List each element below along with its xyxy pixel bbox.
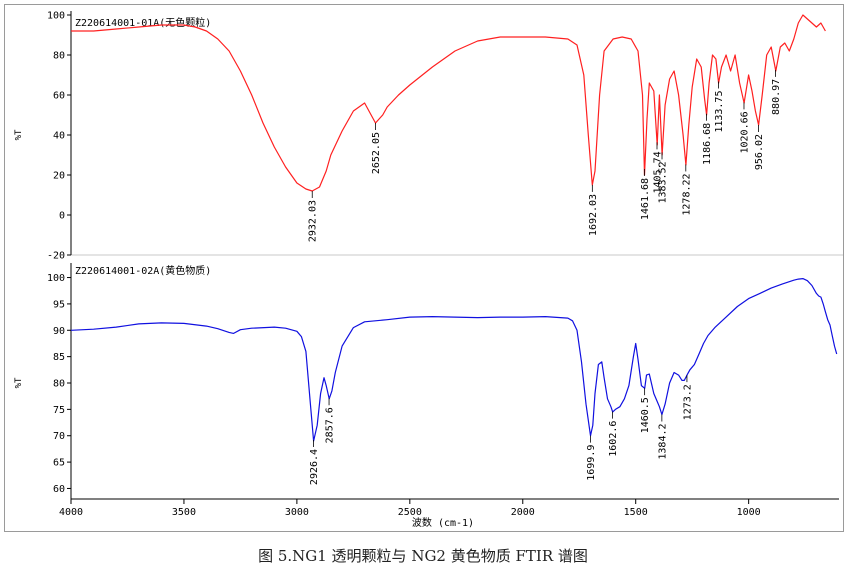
y-tick-label: -20: [47, 251, 65, 262]
peak-label: 1602.6: [608, 421, 619, 457]
y-tick-label: 20: [53, 171, 65, 182]
peak-label: 2932.03: [308, 200, 319, 242]
peak-label: 2857.6: [325, 407, 336, 443]
panel-title: Z220614001-01A(无色颗粒): [75, 16, 211, 29]
peak-label: 1699.9: [586, 445, 597, 481]
spectrum-frame: -20 0 20 40 60 80 100 %T Z220614001-01A(无色颗粒) 293…: [4, 4, 844, 532]
peak-label: 1133.75: [714, 91, 725, 133]
y-tick-label: 100: [47, 273, 65, 284]
bottom-panel: 60 65 70 75 80 85 90 95 100 %T Z220614001-02A(黄色物质…: [14, 263, 838, 499]
y-tick-label: 75: [53, 405, 65, 416]
y-tick-label: 60: [53, 91, 65, 102]
x-tick-label: 3000: [285, 507, 309, 518]
y-tick-label: 95: [53, 299, 65, 310]
peak-label: 1405.74: [652, 151, 663, 193]
x-tick-label: 1500: [624, 507, 648, 518]
peak-label: 1020.66: [739, 111, 750, 153]
y-tick-label: 60: [53, 484, 65, 495]
y-axis-label: %T: [14, 377, 24, 388]
figure-caption: 图 5.NG1 透明颗粒与 NG2 黄色物质 FTIR 谱图: [258, 547, 588, 565]
peak-label: 1273.2: [682, 384, 693, 420]
top-panel: -20 0 20 40 60 80 100 %T Z220614001-01A(无色颗粒) 293…: [14, 11, 826, 262]
peak-label: 1692.03: [588, 194, 599, 236]
peak-label: 1186.68: [702, 123, 713, 165]
peak-label: 1384.2: [657, 423, 668, 459]
x-tick-label: 4000: [59, 507, 83, 518]
ftir-chart: -20 0 20 40 60 80 100 %T Z220614001-01A(无色颗粒) 293…: [14, 11, 843, 529]
y-tick-label: 100: [47, 11, 65, 22]
y-axis-label: %T: [14, 129, 24, 140]
y-tick-label: 65: [53, 458, 65, 469]
peak-label: 2652.05: [371, 132, 382, 174]
x-axis-label: 波数 (cm-1): [412, 516, 474, 529]
spectrum-line: [71, 14, 826, 192]
y-tick-label: 85: [53, 352, 65, 363]
x-tick-label: 2000: [511, 507, 535, 518]
x-tick-label: 2500: [398, 507, 422, 518]
peak-label: 1383.52: [658, 161, 669, 203]
spectrum-line: [70, 278, 838, 442]
y-tick-label: 70: [53, 431, 65, 442]
y-tick-label: 40: [53, 131, 65, 142]
x-tick-label: 1000: [737, 507, 761, 518]
peak-label: 1461.68: [640, 178, 651, 220]
y-tick-label: 80: [53, 379, 65, 390]
y-tick-label: 80: [53, 51, 65, 62]
panel-title: Z220614001-02A(黄色物质): [75, 264, 211, 277]
peak-label: 956.02: [754, 134, 765, 170]
peak-label: 1460.5: [640, 397, 651, 433]
y-tick-label: 90: [53, 326, 65, 337]
peak-label: 1278.22: [681, 173, 692, 215]
x-tick-label: 3500: [172, 507, 196, 518]
y-tick-label: 0: [59, 211, 65, 222]
peak-label: 2926.4: [309, 449, 320, 485]
peak-label: 880.97: [771, 79, 782, 115]
